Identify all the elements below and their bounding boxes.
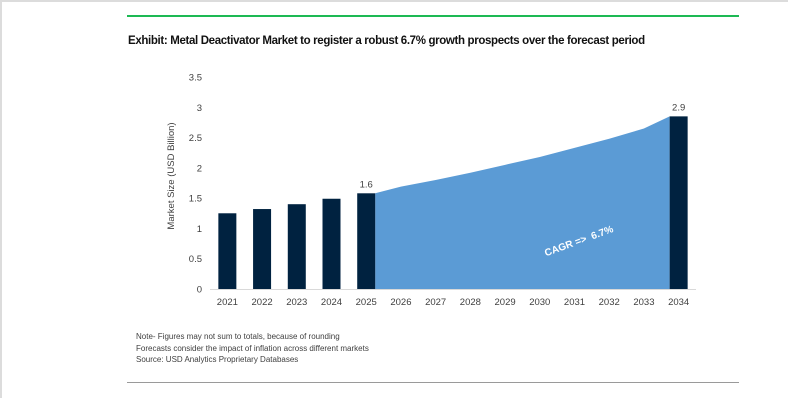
x-tick-label: 2022	[252, 297, 273, 308]
y-tick-label: 1	[197, 224, 202, 235]
bar-2023	[287, 204, 306, 289]
x-tick-label: 2021	[217, 297, 238, 308]
footer-rule	[127, 382, 739, 383]
bar-2021	[218, 213, 237, 289]
note-inflation: Forecasts consider the impact of inflati…	[136, 343, 369, 353]
forecast-area	[375, 116, 670, 289]
y-tick-label: 0	[197, 285, 202, 296]
x-tick-label: 2031	[564, 297, 585, 308]
x-tick-label: 2023	[286, 297, 307, 308]
x-tick-label: 2026	[390, 297, 411, 308]
note-rounding: Note- Figures may not sum to totals, bec…	[136, 332, 340, 341]
chart-notes: Note- Figures may not sum to totals, bec…	[136, 331, 369, 366]
y-tick-label: 0.5	[189, 254, 202, 265]
note-source: Source: USD Analytics Proprietary Databa…	[136, 355, 299, 365]
y-tick-label: 1.5	[189, 194, 202, 205]
header-accent-rule	[127, 15, 739, 17]
x-tick-label: 2025	[356, 297, 377, 308]
x-tick-label: 2034	[668, 297, 689, 308]
data-label-2034: 2.9	[672, 102, 685, 113]
x-tick-label: 2024	[321, 297, 342, 308]
y-tick-label: 2.5	[189, 133, 202, 144]
x-tick-label: 2032	[599, 297, 620, 308]
y-tick-label: 2	[197, 163, 202, 174]
bar-2025	[357, 193, 376, 289]
y-tick-label: 3.5	[189, 73, 202, 84]
y-axis-label: Market Size (USD Billion)	[166, 122, 177, 229]
bar-2022	[253, 209, 272, 289]
data-label-2025: 1.6	[360, 179, 373, 190]
bar-2034	[669, 116, 688, 289]
bar-2024	[322, 198, 341, 289]
x-tick-label: 2028	[460, 297, 481, 308]
x-tick-label: 2027	[425, 297, 446, 308]
x-tick-label: 2030	[529, 297, 550, 308]
chart-title: Exhibit: Metal Deactivator Market to reg…	[128, 35, 645, 47]
y-tick-label: 3	[197, 103, 202, 114]
x-tick-label: 2029	[495, 297, 516, 308]
x-tick-label: 2033	[633, 297, 654, 308]
